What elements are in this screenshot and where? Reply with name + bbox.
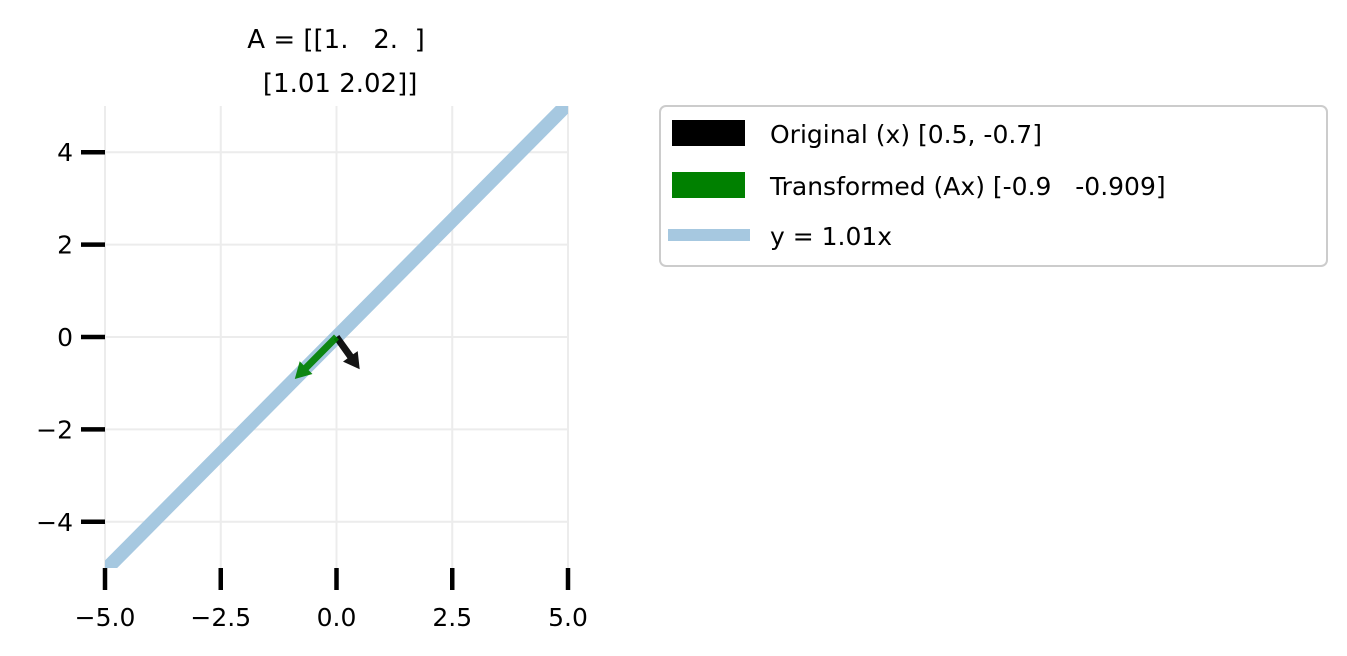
legend-frame: [659, 105, 1328, 267]
vector-original: [333, 335, 360, 370]
vector-transformed: [294, 334, 339, 379]
x-tick-label: 5.0: [548, 603, 588, 632]
x-tick-label: −2.5: [190, 603, 251, 632]
y-tick-label: 2: [57, 231, 73, 260]
chart-title-line-2: [1.01 2.02]]: [255, 69, 418, 99]
x-tick-label: −5.0: [75, 603, 136, 632]
x-tick-label: 0.0: [317, 603, 357, 632]
vectors: [294, 334, 360, 379]
grid: [104, 106, 569, 568]
y-axis: −4 −2 0 2 4: [36, 138, 105, 537]
legend: Original (x) [0.5, -0.7] Transformed (Ax…: [659, 105, 1328, 267]
legend-swatch-original: [672, 120, 745, 146]
y-tick-label: −4: [36, 508, 73, 537]
y-tick-label: 0: [57, 323, 73, 352]
y-tick-label: 4: [57, 138, 73, 167]
legend-label-transformed: Transformed (Ax) [-0.9 -0.909]: [769, 172, 1166, 201]
legend-swatch-transformed: [672, 172, 745, 198]
x-tick-label: 2.5: [432, 603, 472, 632]
chart-title-line-1: A = [[1. 2. ]: [247, 25, 424, 55]
x-axis: −5.0 −2.5 0.0 2.5 5.0: [75, 568, 588, 632]
legend-label-original: Original (x) [0.5, -0.7]: [770, 120, 1042, 149]
y-tick-label: −2: [36, 415, 73, 444]
chart-title: A = [[1. 2. ] [1.01 2.02]]: [247, 25, 424, 99]
legend-label-line: y = 1.01x: [770, 222, 892, 251]
